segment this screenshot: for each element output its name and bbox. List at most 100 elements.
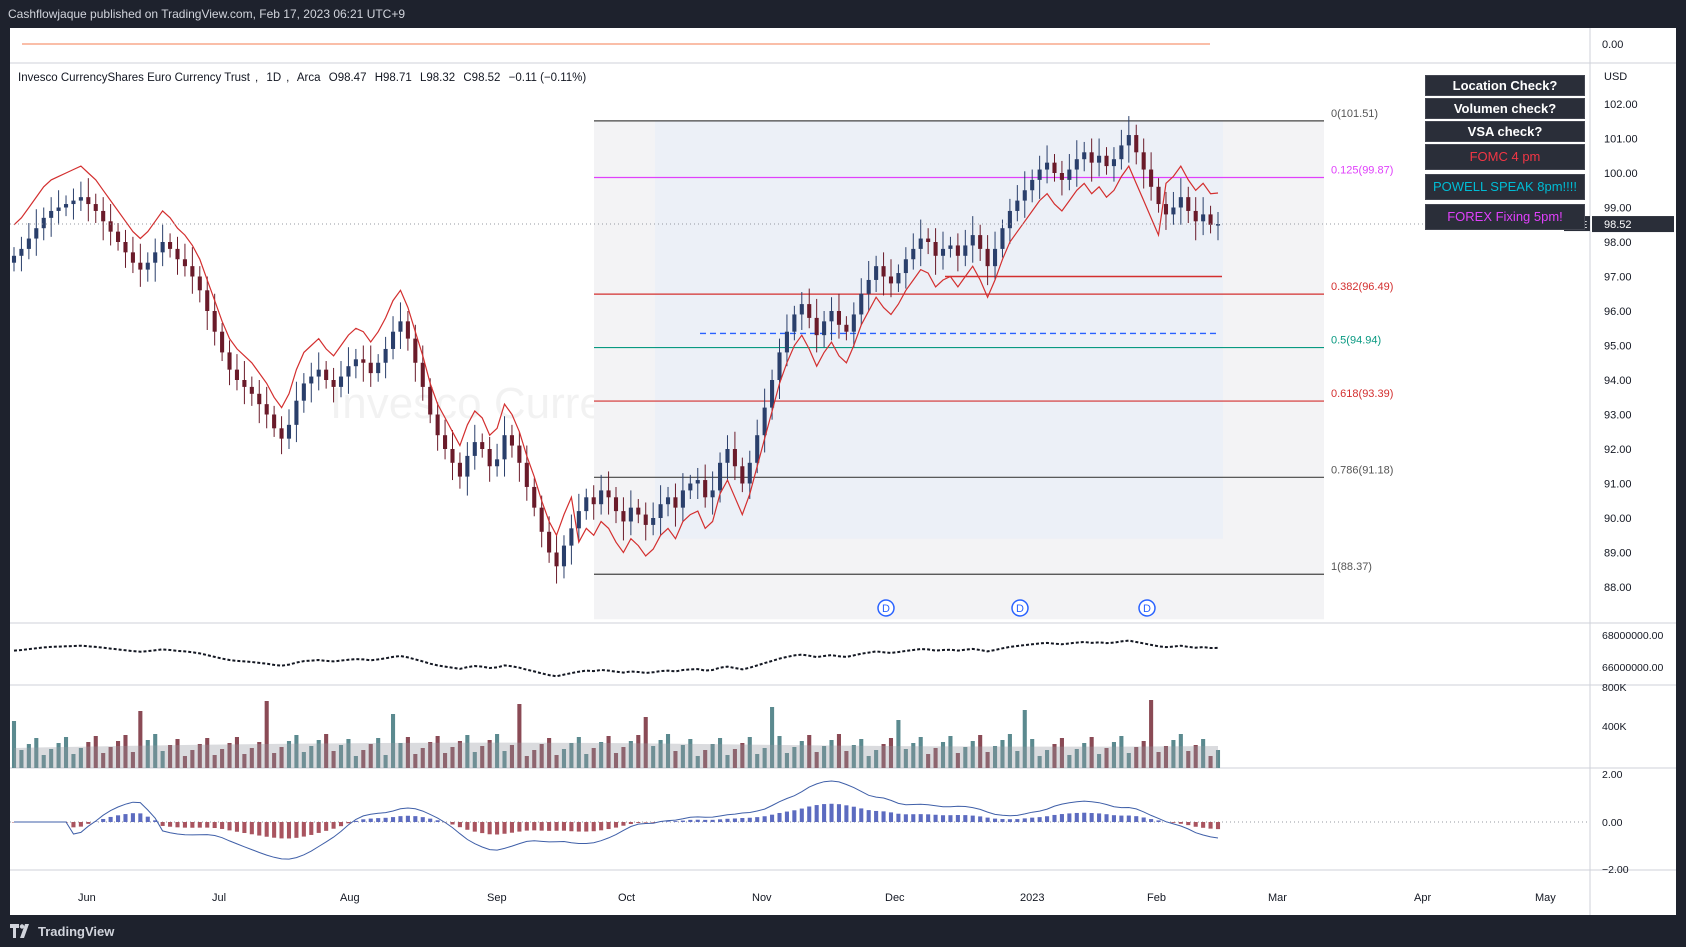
candle-body [49,210,54,218]
volume-bar [814,752,819,768]
candle-body [1022,190,1027,201]
dividend-marker [877,599,895,617]
volume-bar [49,749,54,768]
macd-bar [465,822,470,830]
macd-bar [175,822,180,828]
macd-bar [874,810,879,822]
candle-body [940,248,946,256]
macd-bar [740,818,745,822]
volume-bar [1015,751,1020,768]
ohlc-open: O98.47 [328,72,367,84]
last-price-label: 98.52 [1604,219,1632,231]
dividend-marker-label: D [1016,603,1024,615]
volume-bar [621,747,626,768]
volume-bar [34,738,39,768]
time-axis-label: May [1535,892,1556,904]
candle-body [1134,135,1139,153]
volume-bar [398,743,403,768]
volume-bar [26,744,31,768]
volume-bar [138,711,143,768]
volume-bar [101,753,106,768]
volume-bar [279,747,284,768]
macd-bar [777,812,782,822]
chart-canvas[interactable]: FXE, 1DInvesco CurrencyShares Euro Curre… [0,28,1686,915]
candle-body [747,462,752,484]
volume-bar [651,746,656,768]
time-axis-label: Dec [885,892,905,904]
volume-bar [955,753,960,768]
volume-bar [680,745,685,768]
macd-bar [814,805,819,822]
candle-body [145,262,150,270]
candle-body [926,238,931,242]
candle-body [881,266,886,277]
macd-bar [606,822,611,830]
volume-bar [153,734,158,768]
candle-body [1178,197,1183,208]
candle-body [294,400,299,425]
candle-body [814,317,819,336]
price-axis-tick: 96.00 [1604,306,1632,318]
volume-bar [695,756,700,768]
volume-bar [197,744,202,768]
macd-bar [539,822,544,831]
volume-bar [331,751,336,768]
candle-body [249,386,254,394]
time-axis-label: Jul [212,892,226,904]
candle-body [636,507,641,515]
macd-bar [985,817,990,822]
candle-body [903,259,908,274]
volume-bar [822,746,827,768]
price-axis-tick: 102.00 [1604,99,1638,111]
price-axis-tick: 101.00 [1604,134,1638,146]
symbol-interval[interactable]: 1D [266,72,282,84]
candle-body [621,511,626,522]
candle-body [428,386,433,415]
candle-body [405,321,410,339]
macd-bar [309,822,314,835]
tradingview-brand[interactable]: TradingView [38,923,115,939]
volume-bar [383,755,388,768]
macd-bar [896,813,901,822]
volume-bar [405,737,410,768]
candle-body [138,262,143,270]
candle-body [63,204,69,208]
tradingview-logo-icon[interactable] [10,924,32,938]
candle-body [576,511,581,529]
volume-bar [1074,749,1079,768]
candle-body [836,311,842,325]
macd-bar [628,822,633,825]
candle-body [1089,152,1094,163]
macd-bar [420,817,425,822]
price-axis-tick: 97.00 [1604,272,1632,284]
candle-body [472,442,477,456]
candle-body [353,359,358,367]
macd-bar [695,819,700,822]
volume-bar [718,738,723,768]
candle-body [524,462,529,487]
macd-bar [279,822,284,839]
candle-body [450,449,455,463]
candle-body [153,252,158,263]
macd-bar [770,814,775,822]
volume-bar [1208,756,1213,768]
volume-bar [502,751,507,768]
macd-bar [1119,815,1124,822]
macd-bar [688,819,693,822]
symbol-name[interactable]: Invesco CurrencyShares Euro Currency Tru… [18,72,251,84]
volume-bar [1082,743,1087,768]
volume-bar [182,756,187,768]
pane2-axis-tick: 68000000.00 [1602,630,1663,642]
macd-bar [1082,812,1087,822]
macd-bar [405,815,410,822]
candle-body [220,331,225,353]
macd-bar [1141,817,1146,822]
macd-bar [383,817,388,822]
macd-bar [866,810,871,822]
candle-body [591,497,596,505]
volume-bar [710,744,715,768]
volume-bar [1037,756,1042,768]
candle-body [896,273,901,284]
volume-bar [591,748,596,768]
publisher-bar: Cashflowjaque published on TradingView.c… [0,0,1686,28]
